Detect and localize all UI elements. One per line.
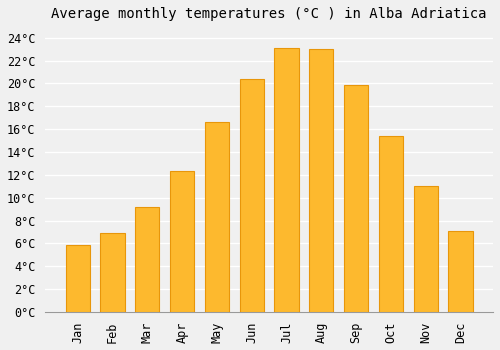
Bar xyxy=(414,186,438,312)
Bar xyxy=(135,207,160,312)
Bar xyxy=(170,172,194,312)
Bar xyxy=(240,79,264,312)
Bar xyxy=(448,231,472,312)
Bar xyxy=(100,233,124,312)
Bar xyxy=(344,85,368,312)
Bar xyxy=(378,136,403,312)
Title: Average monthly temperatures (°C ) in Alba Adriatica: Average monthly temperatures (°C ) in Al… xyxy=(52,7,487,21)
Bar xyxy=(274,48,298,312)
Bar xyxy=(309,49,334,312)
Bar xyxy=(204,122,229,312)
Bar xyxy=(66,245,90,312)
